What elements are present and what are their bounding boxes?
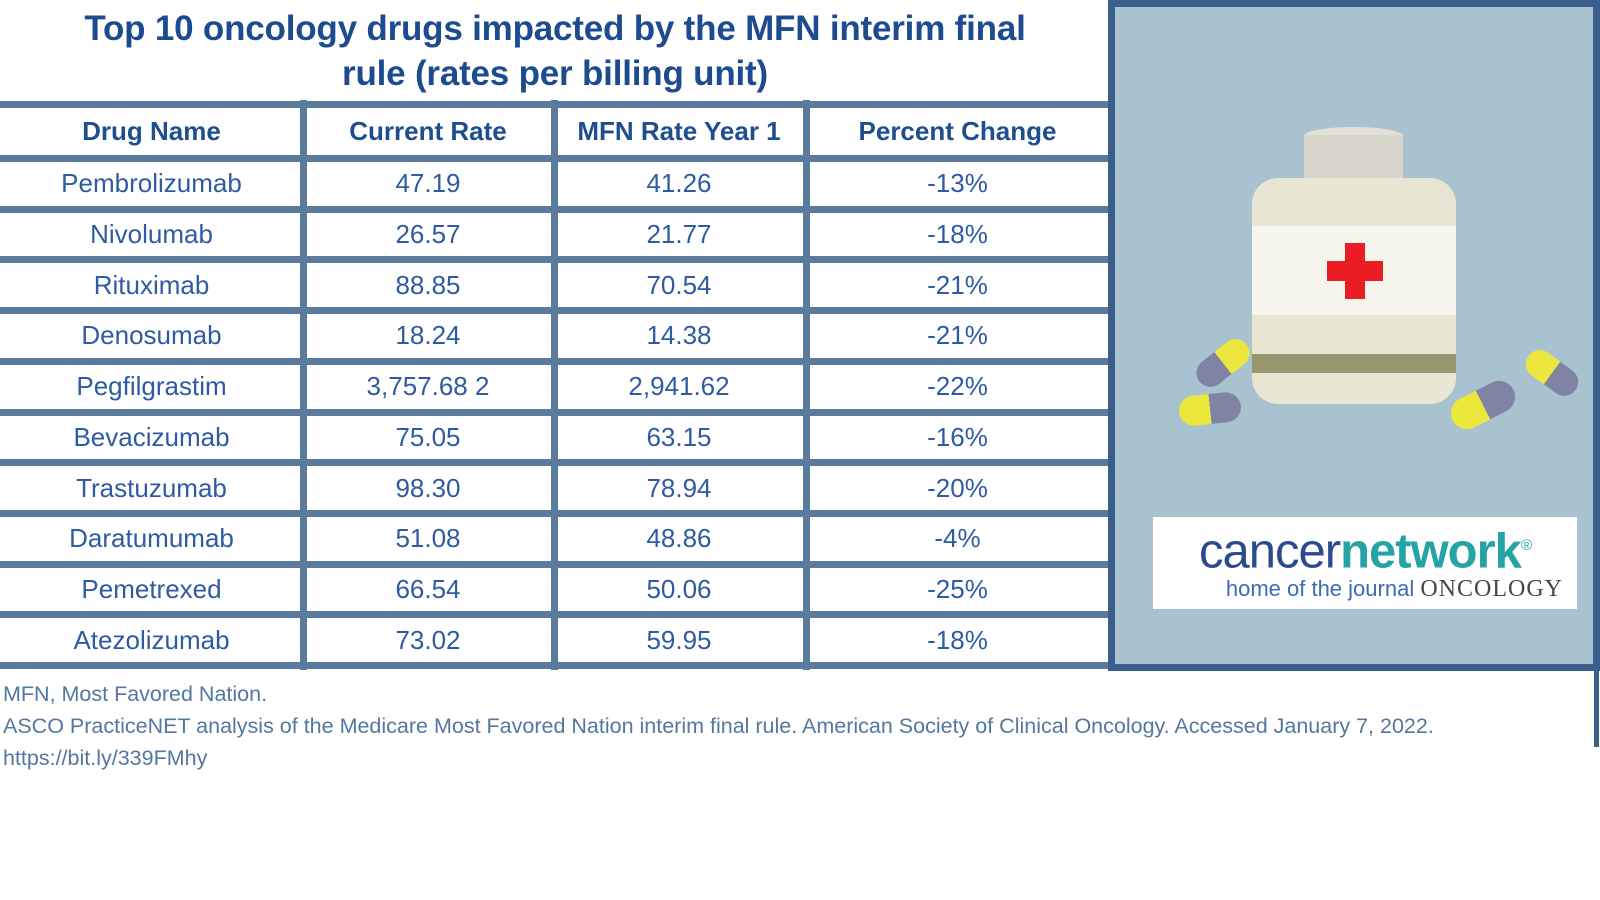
drug-name-cell: Denosumab <box>81 320 222 351</box>
current-rate-cell: 47.19 <box>395 168 461 199</box>
column-header-drug-name: Drug Name <box>82 116 221 146</box>
footnote-url: https://bit.ly/339FMhy <box>3 746 208 770</box>
mfn-rate-cell: 2,941.62 <box>628 371 730 402</box>
pill-capsule-icon <box>1177 390 1243 428</box>
mfn-rate-cell: 14.38 <box>646 320 712 351</box>
drug-name-cell: Pemetrexed <box>81 573 222 604</box>
table-row: Daratumumab 51.08 48.86 -4% <box>0 518 1110 560</box>
drug-name-cell: Rituximab <box>93 269 210 300</box>
percent-change-cell: -22% <box>927 371 988 402</box>
percent-change-cell: -18% <box>927 624 988 655</box>
table-header-row: Drug Name Current Rate MFN Rate Year 1 P… <box>0 109 1110 154</box>
table-row: Pemetrexed 66.54 50.06 -25% <box>0 569 1110 611</box>
current-rate-cell: 66.54 <box>395 573 461 604</box>
cancer-network-logo: cancernetwork® home of the journal ONCOL… <box>1153 517 1577 609</box>
logo-wordmark: cancernetwork® <box>1153 521 1577 576</box>
table-row: Rituximab 88.85 70.54 -21% <box>0 264 1110 306</box>
column-header-mfn-rate: MFN Rate Year 1 <box>577 116 781 146</box>
bottle-band <box>1252 354 1456 373</box>
mfn-rate-cell: 59.95 <box>646 624 712 655</box>
drug-name-cell: Bevacizumab <box>73 421 230 452</box>
page-title: Top 10 oncology drugs impacted by the MF… <box>0 6 1110 96</box>
mfn-rate-cell: 78.94 <box>646 472 712 503</box>
mfn-rate-cell: 70.54 <box>646 269 712 300</box>
mfn-rate-cell: 48.86 <box>646 523 712 554</box>
drug-rates-table: Drug Name Current Rate MFN Rate Year 1 P… <box>0 100 1110 670</box>
drug-name-cell: Trastuzumab <box>76 472 227 503</box>
column-header-percent-change: Percent Change <box>858 116 1057 146</box>
table-row: Bevacizumab 75.05 63.15 -16% <box>0 417 1110 459</box>
table-row: Pembrolizumab 47.19 41.26 -13% <box>0 163 1110 205</box>
red-cross-icon <box>1327 261 1383 281</box>
percent-change-cell: -21% <box>927 320 988 351</box>
percent-change-cell: -21% <box>927 269 988 300</box>
mfn-rate-cell: 21.77 <box>646 219 712 250</box>
column-divider <box>300 100 307 670</box>
footnote-source: ASCO PracticeNET analysis of the Medicar… <box>3 714 1434 738</box>
footnotes: MFN, Most Favored Nation. ASCO PracticeN… <box>3 678 1600 774</box>
page-title-line-1: Top 10 oncology drugs impacted by the MF… <box>84 9 1026 48</box>
table-row: Atezolizumab 73.02 59.95 -18% <box>0 619 1110 661</box>
pill-capsule-icon <box>1520 344 1584 402</box>
column-divider <box>551 100 558 670</box>
current-rate-cell: 51.08 <box>395 523 461 554</box>
footnote-abbreviation: MFN, Most Favored Nation. <box>3 682 268 706</box>
logo-tagline-prefix: home of the journal <box>1225 576 1421 602</box>
percent-change-cell: -4% <box>934 523 981 554</box>
logo-journal-name: ONCOLOGY <box>1420 576 1563 603</box>
logo-tagline: home of the journal ONCOLOGY <box>1153 576 1577 605</box>
table-row: Trastuzumab 98.30 78.94 -20% <box>0 467 1110 509</box>
sidebar-illustration-panel: cancernetwork® home of the journal ONCOL… <box>1108 0 1600 671</box>
percent-change-cell: -20% <box>927 472 988 503</box>
table-row: Denosumab 18.24 14.38 -21% <box>0 315 1110 357</box>
mfn-rate-cell: 50.06 <box>646 573 712 604</box>
drug-name-cell: Pembrolizumab <box>61 168 242 199</box>
pill-capsule-icon <box>1445 375 1521 435</box>
column-divider <box>803 100 810 670</box>
frame-edge <box>1594 671 1599 747</box>
percent-change-cell: -18% <box>927 219 988 250</box>
current-rate-cell: 88.85 <box>395 269 461 300</box>
current-rate-cell: 75.05 <box>395 421 461 452</box>
current-rate-cell: 73.02 <box>395 624 461 655</box>
table-row: Nivolumab 26.57 21.77 -18% <box>0 214 1110 256</box>
drug-name-cell: Daratumumab <box>69 523 234 554</box>
current-rate-cell: 18.24 <box>395 320 461 351</box>
current-rate-cell: 26.57 <box>395 219 461 250</box>
column-header-current-rate: Current Rate <box>349 116 507 146</box>
registered-trademark-icon: ® <box>1520 536 1532 554</box>
drug-name-cell: Pegfilgrastim <box>76 371 227 402</box>
mfn-rate-cell: 41.26 <box>646 168 712 199</box>
logo-text-network: network <box>1340 524 1522 579</box>
percent-change-cell: -25% <box>927 573 988 604</box>
percent-change-cell: -13% <box>927 168 988 199</box>
drug-name-cell: Nivolumab <box>90 219 213 250</box>
current-rate-cell: 98.30 <box>395 472 461 503</box>
logo-text-cancer: cancer <box>1198 524 1341 579</box>
current-rate-cell: 3,757.68 2 <box>366 371 490 402</box>
mfn-rate-cell: 63.15 <box>646 421 712 452</box>
percent-change-cell: -16% <box>927 421 988 452</box>
page-title-line-2: rule (rates per billing unit) <box>342 54 768 93</box>
table-row: Pegfilgrastim 3,757.68 2 2,941.62 -22% <box>0 366 1110 408</box>
drug-name-cell: Atezolizumab <box>73 624 230 655</box>
pill-capsule-icon <box>1190 333 1256 393</box>
